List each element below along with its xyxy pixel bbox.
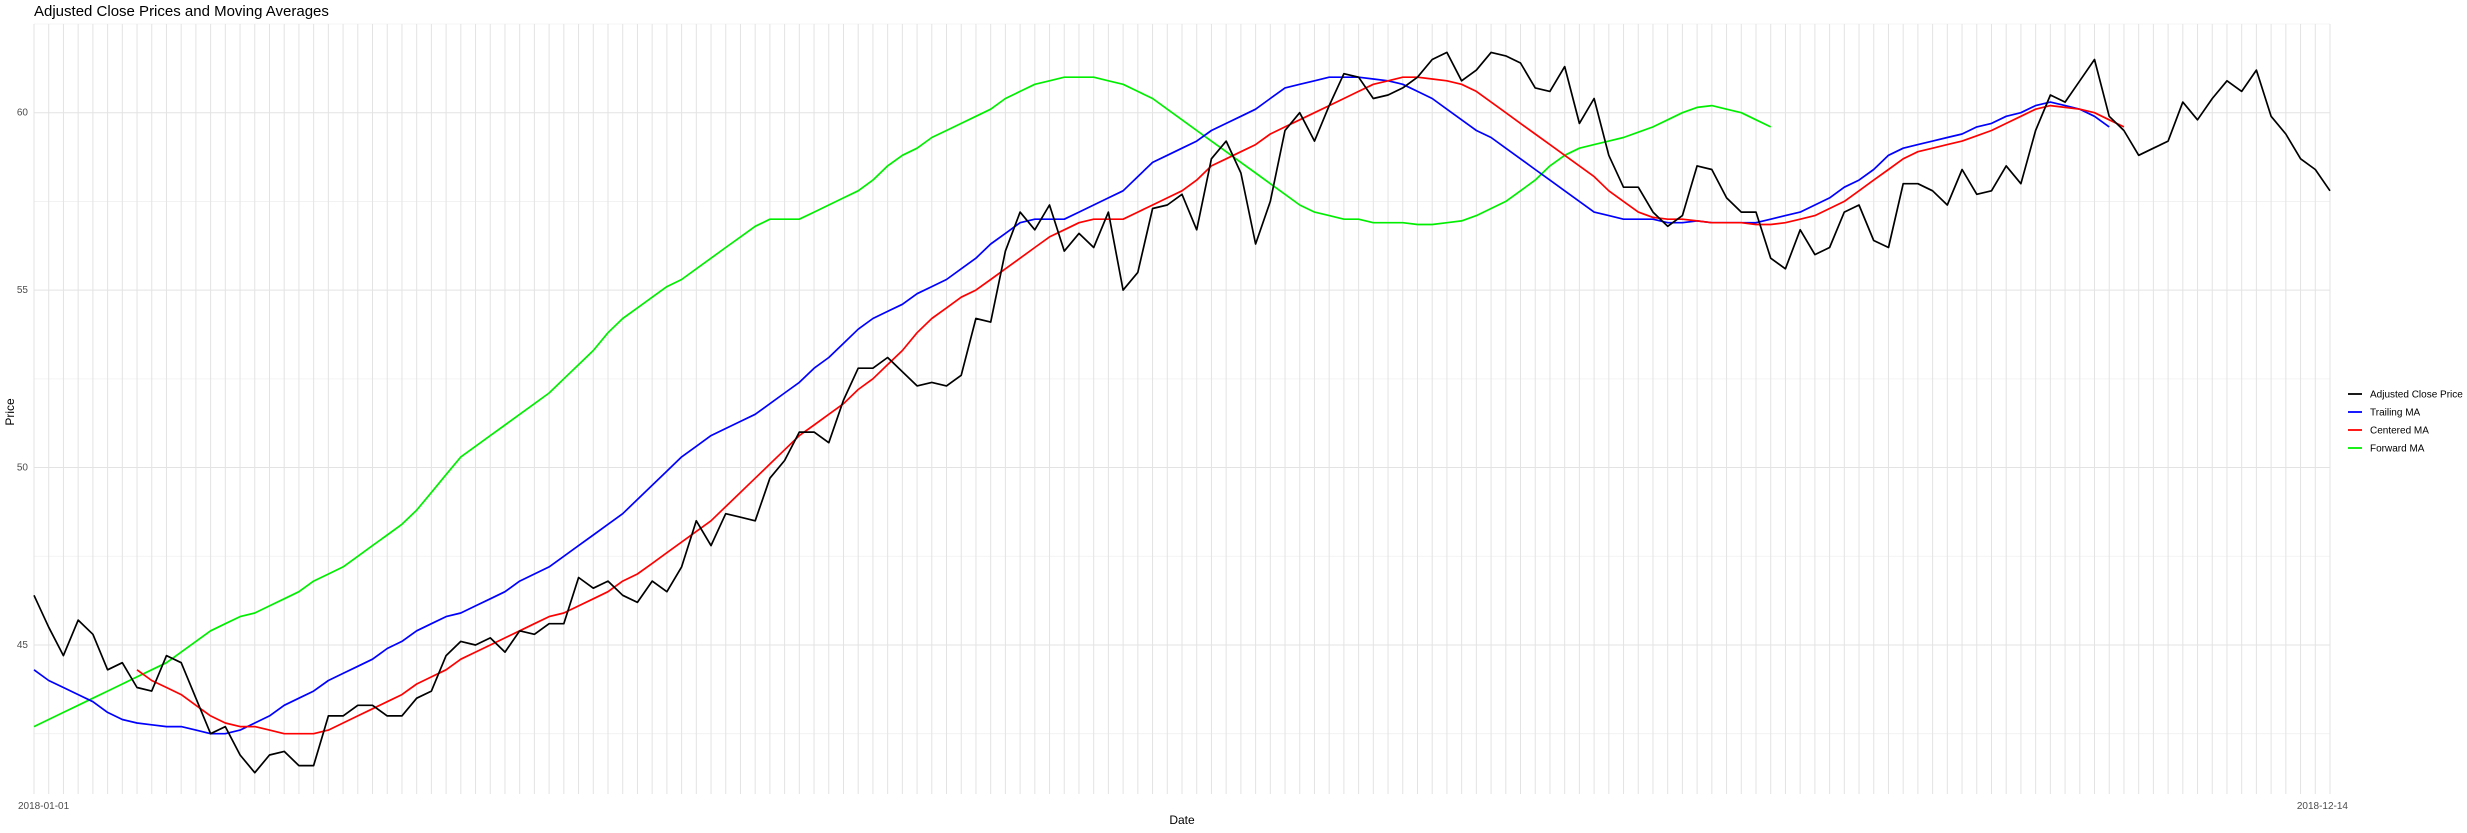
legend-label: Centered MA <box>2370 426 2429 437</box>
series-line-forward-ma <box>33 76 1772 728</box>
y-axis-ticks: 45 50 55 60 <box>17 108 29 651</box>
y-tick-label: 55 <box>17 285 29 296</box>
legend-label: Forward MA <box>2370 444 2425 455</box>
legend: Adjusted Close Price Trailing MA Centered … <box>2348 390 2463 455</box>
y-tick-label: 45 <box>17 640 29 651</box>
chart-title: Adjusted Close Prices and Moving Average… <box>34 3 329 20</box>
x-axis-ticks: 2018-01-01 2018-12-14 <box>18 801 2348 812</box>
y-tick-label: 60 <box>17 108 29 119</box>
series-line-trailing-ma <box>33 76 2110 735</box>
y-axis-label: Price <box>3 398 17 426</box>
x-tick-label: 2018-01-01 <box>18 801 70 812</box>
x-tick-label: 2018-12-14 <box>2297 801 2349 812</box>
series-line-adjusted-close-price <box>33 51 2331 774</box>
x-axis-label: Date <box>1169 813 1195 827</box>
series-layer <box>33 51 2331 774</box>
chart-grid <box>33 23 2331 794</box>
legend-label: Adjusted Close Price <box>2370 390 2463 401</box>
y-tick-label: 50 <box>17 463 29 474</box>
legend-label: Trailing MA <box>2370 408 2421 419</box>
series-line-centered-ma <box>136 76 2125 735</box>
